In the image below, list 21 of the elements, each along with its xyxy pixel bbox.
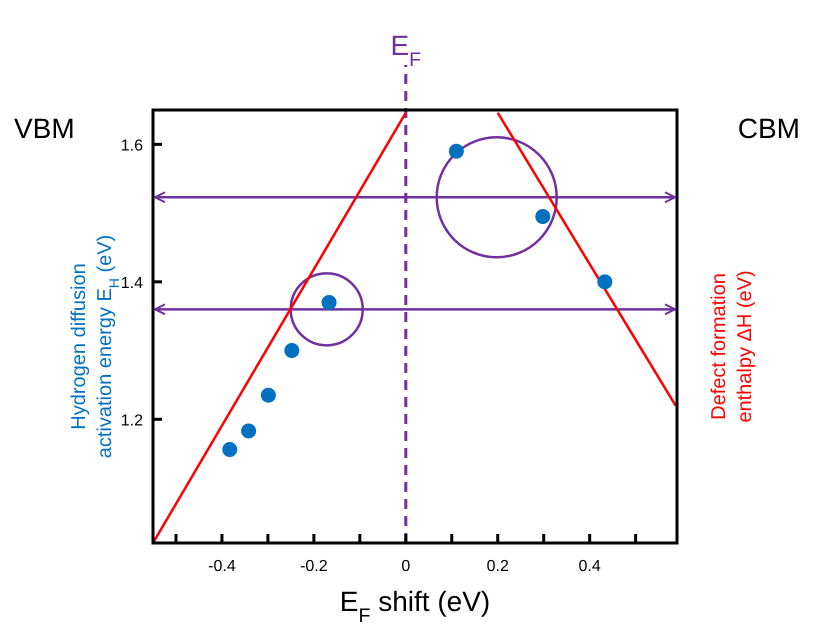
y-tick-label: 1.4 bbox=[120, 274, 144, 292]
x-tick-label: 0.2 bbox=[486, 558, 509, 575]
point bbox=[322, 294, 337, 310]
x-tick-label: 0 bbox=[401, 558, 410, 575]
point bbox=[260, 388, 276, 403]
x-tick-label: 0.4 bbox=[578, 558, 601, 575]
x-tick-label: -0.2 bbox=[300, 558, 328, 575]
point bbox=[284, 343, 300, 358]
text: VBM bbox=[14, 113, 75, 144]
text: CBM bbox=[738, 113, 800, 144]
point bbox=[535, 209, 550, 224]
point bbox=[241, 423, 256, 438]
y-tick-label: 1.6 bbox=[120, 137, 144, 154]
ref-line-label: E$_{F}$ bbox=[390, 30, 422, 71]
x-tick-label: -0.4 bbox=[208, 558, 236, 575]
y-tick-label: 1.2 bbox=[120, 412, 144, 430]
point bbox=[597, 274, 612, 290]
point bbox=[222, 442, 238, 458]
x-axis-title: E$_{F}$ shift (eV) bbox=[340, 586, 490, 627]
point bbox=[448, 144, 464, 159]
y2-axis-title: Defect formation enthalpy ΔH (eV) bbox=[708, 270, 756, 423]
